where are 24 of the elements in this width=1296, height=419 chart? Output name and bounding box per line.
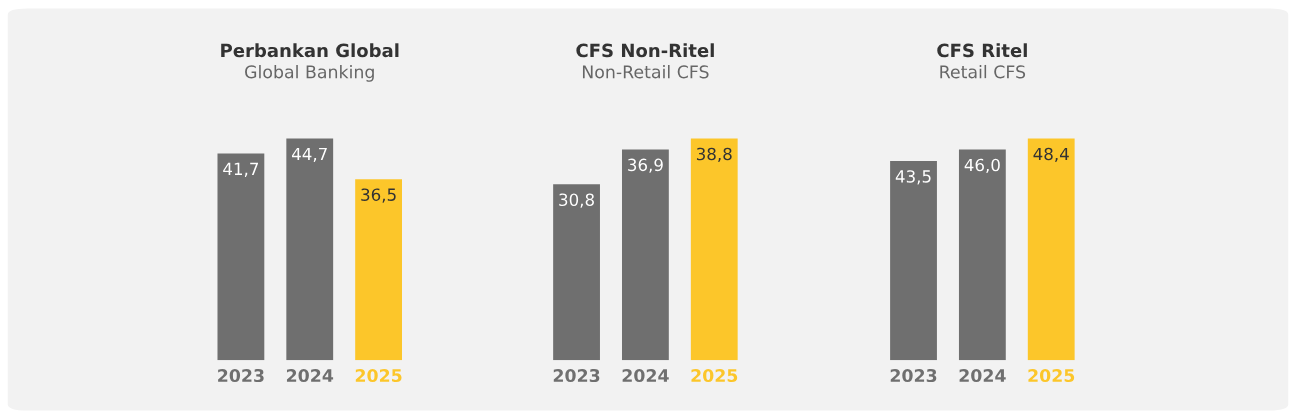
x-tick-label: 2024 — [622, 368, 669, 383]
chart-title: CFS Non-Ritel — [576, 43, 714, 58]
x-tick-label: 2025 — [691, 368, 738, 383]
chart-subtitle: Retail CFS — [940, 64, 1026, 79]
data-label: 30,8 — [559, 193, 594, 208]
x-tick-label: 2024 — [286, 368, 334, 383]
x-tick-label: 2023 — [218, 368, 264, 383]
data-label: 36,5 — [361, 188, 396, 203]
x-tick-label: 2025 — [1028, 368, 1075, 383]
chart-title: CFS Ritel — [937, 43, 1027, 58]
data-label: 43,5 — [895, 170, 931, 185]
chart-title: Perbankan Global — [221, 43, 399, 58]
chart-subtitle: Global Banking — [245, 64, 374, 82]
data-label: 44,7 — [292, 147, 327, 162]
data-label: 41,7 — [223, 162, 259, 177]
data-label: 46,0 — [964, 158, 1000, 173]
data-label: 36,9 — [628, 158, 663, 173]
x-tick-label: 2025 — [355, 368, 402, 383]
chart-subtitle: Non-Retail CFS — [582, 64, 709, 79]
data-label: 38,8 — [696, 147, 732, 162]
x-tick-label: 2024 — [959, 368, 1006, 383]
x-tick-label: 2023 — [890, 368, 937, 383]
data-label: 48,4 — [1033, 147, 1069, 162]
x-tick-label: 2023 — [553, 368, 600, 383]
